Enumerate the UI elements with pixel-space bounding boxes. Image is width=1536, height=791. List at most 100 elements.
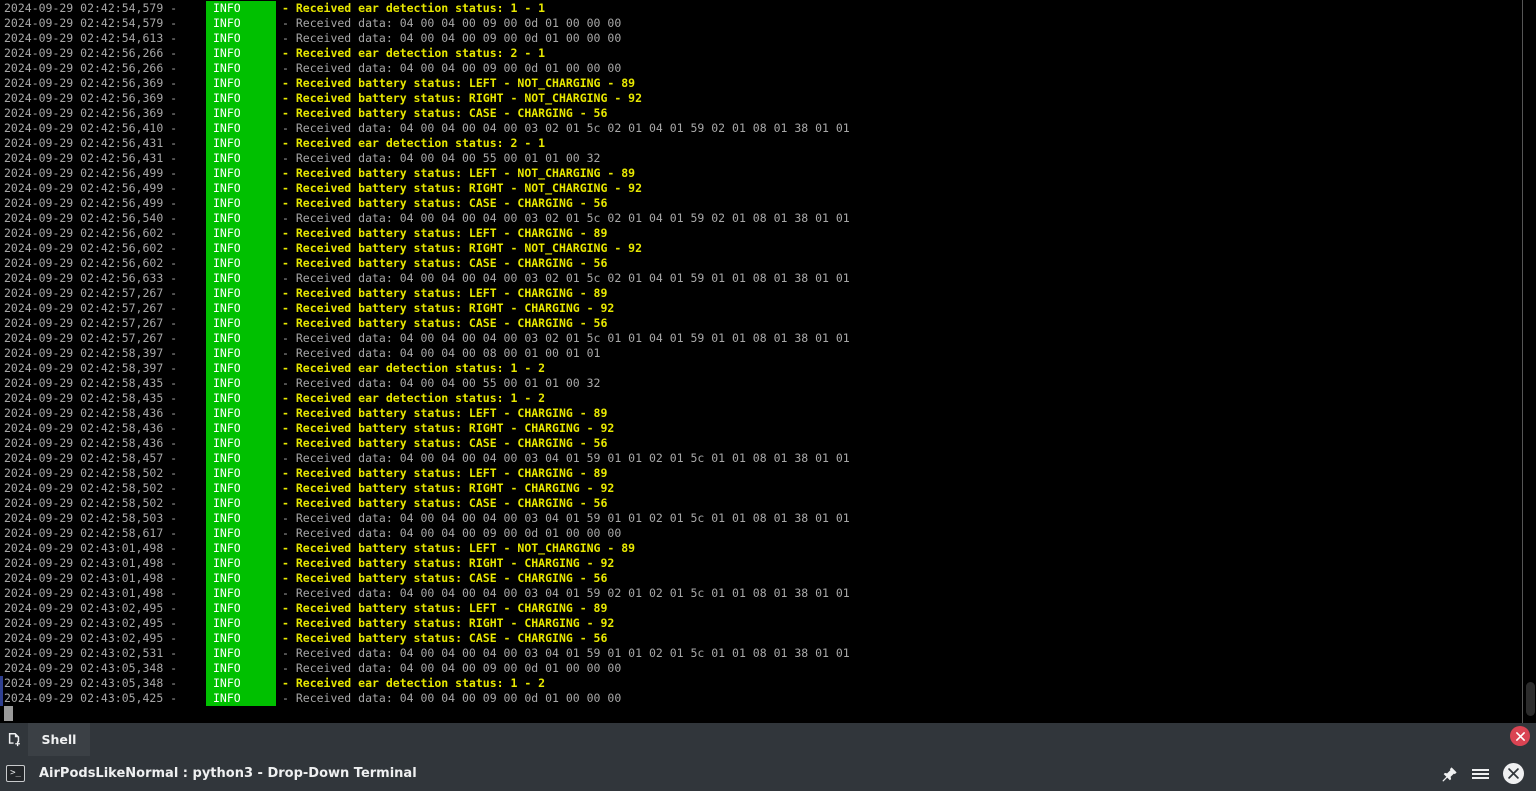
log-level-badge: INFO bbox=[206, 436, 276, 451]
log-line: 2024-09-29 02:42:57,267 - INFO - Received… bbox=[0, 301, 1510, 316]
log-line: 2024-09-29 02:42:58,397 - INFO - Received… bbox=[0, 346, 1510, 361]
text-cursor bbox=[4, 706, 13, 721]
terminal-scrollbar[interactable] bbox=[1522, 0, 1536, 723]
log-line: 2024-09-29 02:42:54,579 - INFO - Received… bbox=[0, 16, 1510, 31]
log-message: - Received battery status: RIGHT - NOT_C… bbox=[282, 181, 643, 195]
tab-bar-empty-area bbox=[90, 723, 1536, 756]
log-timestamp: 2024-09-29 02:42:56,499 - bbox=[4, 166, 185, 180]
log-timestamp: 2024-09-29 02:42:56,266 - bbox=[4, 46, 185, 60]
log-timestamp: 2024-09-29 02:42:56,410 - bbox=[4, 121, 185, 135]
log-timestamp: 2024-09-29 02:43:01,498 - bbox=[4, 556, 185, 570]
log-level-badge: INFO bbox=[206, 256, 276, 271]
log-line: 2024-09-29 02:43:02,495 - INFO - Received… bbox=[0, 616, 1510, 631]
log-timestamp: 2024-09-29 02:43:01,498 - bbox=[4, 571, 185, 585]
log-line: 2024-09-29 02:42:56,499 - INFO - Received… bbox=[0, 166, 1510, 181]
terminal-prompt-icon: >_ bbox=[6, 765, 25, 782]
tab-shell[interactable]: Shell bbox=[28, 723, 90, 756]
log-message: - Received data: 04 00 04 00 08 00 01 00… bbox=[282, 346, 601, 360]
log-level-badge: INFO bbox=[206, 1, 276, 16]
hamburger-menu-icon[interactable] bbox=[1472, 767, 1489, 781]
terminal-prompt-glyph: >_ bbox=[10, 768, 21, 778]
log-message: - Received data: 04 00 04 00 55 00 01 01… bbox=[282, 376, 601, 390]
close-icon[interactable] bbox=[1510, 726, 1530, 746]
log-timestamp: 2024-09-29 02:42:56,540 - bbox=[4, 211, 185, 225]
log-level-badge: INFO bbox=[206, 541, 276, 556]
log-message: - Received ear detection status: 1 - 2 bbox=[282, 676, 546, 690]
title-bar-actions bbox=[1442, 763, 1536, 784]
log-line: 2024-09-29 02:42:56,602 - INFO - Received… bbox=[0, 226, 1510, 241]
log-line: 2024-09-29 02:42:58,436 - INFO - Received… bbox=[0, 406, 1510, 421]
log-message: - Received data: 04 00 04 00 09 00 0d 01… bbox=[282, 526, 622, 540]
log-message: - Received battery status: LEFT - NOT_CH… bbox=[282, 166, 636, 180]
log-timestamp: 2024-09-29 02:42:56,633 - bbox=[4, 271, 185, 285]
log-level-badge: INFO bbox=[206, 286, 276, 301]
log-message: - Received data: 04 00 04 00 04 00 03 02… bbox=[282, 331, 850, 345]
log-level-badge: INFO bbox=[206, 301, 276, 316]
log-message: - Received battery status: CASE - CHARGI… bbox=[282, 256, 608, 270]
log-timestamp: 2024-09-29 02:42:56,499 - bbox=[4, 196, 185, 210]
log-level-badge: INFO bbox=[206, 91, 276, 106]
log-level-badge: INFO bbox=[206, 226, 276, 241]
log-timestamp: 2024-09-29 02:42:56,369 - bbox=[4, 76, 185, 90]
log-message: - Received data: 04 00 04 00 04 00 03 02… bbox=[282, 271, 850, 285]
log-timestamp: 2024-09-29 02:42:58,617 - bbox=[4, 526, 185, 540]
log-line: 2024-09-29 02:42:56,602 - INFO - Received… bbox=[0, 256, 1510, 271]
log-level-badge: INFO bbox=[206, 106, 276, 121]
log-line: 2024-09-29 02:42:54,579 - INFO - Received… bbox=[0, 1, 1510, 16]
log-line: 2024-09-29 02:42:54,613 - INFO - Received… bbox=[0, 31, 1510, 46]
log-level-badge: INFO bbox=[206, 601, 276, 616]
terminal-output[interactable]: 2024-09-29 02:42:54,579 - INFO - Received… bbox=[0, 0, 1536, 723]
log-line: 2024-09-29 02:42:56,499 - INFO - Received… bbox=[0, 196, 1510, 211]
log-timestamp: 2024-09-29 02:42:58,436 - bbox=[4, 436, 185, 450]
log-message: - Received data: 04 00 04 00 09 00 0d 01… bbox=[282, 661, 622, 675]
log-message: - Received data: 04 00 04 00 09 00 0d 01… bbox=[282, 16, 622, 30]
log-message: - Received ear detection status: 2 - 1 bbox=[282, 46, 546, 60]
new-tab-icon[interactable] bbox=[0, 723, 28, 756]
log-line: 2024-09-29 02:42:56,266 - INFO - Received… bbox=[0, 46, 1510, 61]
log-timestamp: 2024-09-29 02:42:56,431 - bbox=[4, 136, 185, 150]
log-message: - Received data: 04 00 04 00 04 00 03 02… bbox=[282, 121, 850, 135]
log-line: 2024-09-29 02:43:05,348 - INFO - Received… bbox=[0, 676, 1510, 691]
log-line: 2024-09-29 02:43:02,495 - INFO - Received… bbox=[0, 601, 1510, 616]
log-message: - Received data: 04 00 04 00 04 00 03 04… bbox=[282, 586, 850, 600]
log-line: 2024-09-29 02:42:56,499 - INFO - Received… bbox=[0, 181, 1510, 196]
log-level-badge: INFO bbox=[206, 376, 276, 391]
log-timestamp: 2024-09-29 02:42:57,267 - bbox=[4, 301, 185, 315]
log-line: 2024-09-29 02:42:58,435 - INFO - Received… bbox=[0, 391, 1510, 406]
log-line: 2024-09-29 02:42:56,369 - INFO - Received… bbox=[0, 91, 1510, 106]
title-bar: >_ AirPodsLikeNormal : python3 - Drop-Do… bbox=[0, 756, 1536, 791]
log-timestamp: 2024-09-29 02:42:58,502 - bbox=[4, 496, 185, 510]
tab-bar: Shell bbox=[0, 723, 1536, 756]
log-line: 2024-09-29 02:43:02,495 - INFO - Received… bbox=[0, 631, 1510, 646]
log-timestamp: 2024-09-29 02:42:56,431 - bbox=[4, 151, 185, 165]
log-line: 2024-09-29 02:42:56,431 - INFO - Received… bbox=[0, 151, 1510, 166]
log-message: - Received ear detection status: 1 - 2 bbox=[282, 361, 546, 375]
log-timestamp: 2024-09-29 02:42:58,397 - bbox=[4, 361, 185, 375]
log-timestamp: 2024-09-29 02:42:58,502 - bbox=[4, 481, 185, 495]
pin-icon[interactable] bbox=[1442, 766, 1458, 782]
scrollbar-thumb[interactable] bbox=[1526, 682, 1535, 716]
log-level-badge: INFO bbox=[206, 346, 276, 361]
log-timestamp: 2024-09-29 02:43:02,495 - bbox=[4, 601, 185, 615]
log-message: - Received battery status: LEFT - CHARGI… bbox=[282, 406, 608, 420]
log-message: - Received ear detection status: 1 - 1 bbox=[282, 1, 546, 15]
log-line-list: 2024-09-29 02:42:54,579 - INFO - Received… bbox=[0, 1, 1510, 706]
log-message: - Received battery status: LEFT - CHARGI… bbox=[282, 226, 608, 240]
log-line: 2024-09-29 02:42:56,369 - INFO - Received… bbox=[0, 106, 1510, 121]
log-level-badge: INFO bbox=[206, 46, 276, 61]
log-line: 2024-09-29 02:43:05,348 - INFO - Received… bbox=[0, 661, 1510, 676]
log-timestamp: 2024-09-29 02:43:05,348 - bbox=[4, 661, 185, 675]
log-level-badge: INFO bbox=[206, 316, 276, 331]
log-level-badge: INFO bbox=[206, 391, 276, 406]
log-level-badge: INFO bbox=[206, 466, 276, 481]
log-level-badge: INFO bbox=[206, 526, 276, 541]
log-message: - Received battery status: RIGHT - CHARG… bbox=[282, 301, 615, 315]
log-message: - Received battery status: CASE - CHARGI… bbox=[282, 436, 608, 450]
close-circle-icon[interactable] bbox=[1503, 763, 1524, 784]
log-message: - Received battery status: CASE - CHARGI… bbox=[282, 106, 608, 120]
log-line: 2024-09-29 02:43:02,531 - INFO - Received… bbox=[0, 646, 1510, 661]
log-line: 2024-09-29 02:43:01,498 - INFO - Received… bbox=[0, 586, 1510, 601]
log-timestamp: 2024-09-29 02:42:58,436 - bbox=[4, 406, 185, 420]
log-timestamp: 2024-09-29 02:43:02,531 - bbox=[4, 646, 185, 660]
